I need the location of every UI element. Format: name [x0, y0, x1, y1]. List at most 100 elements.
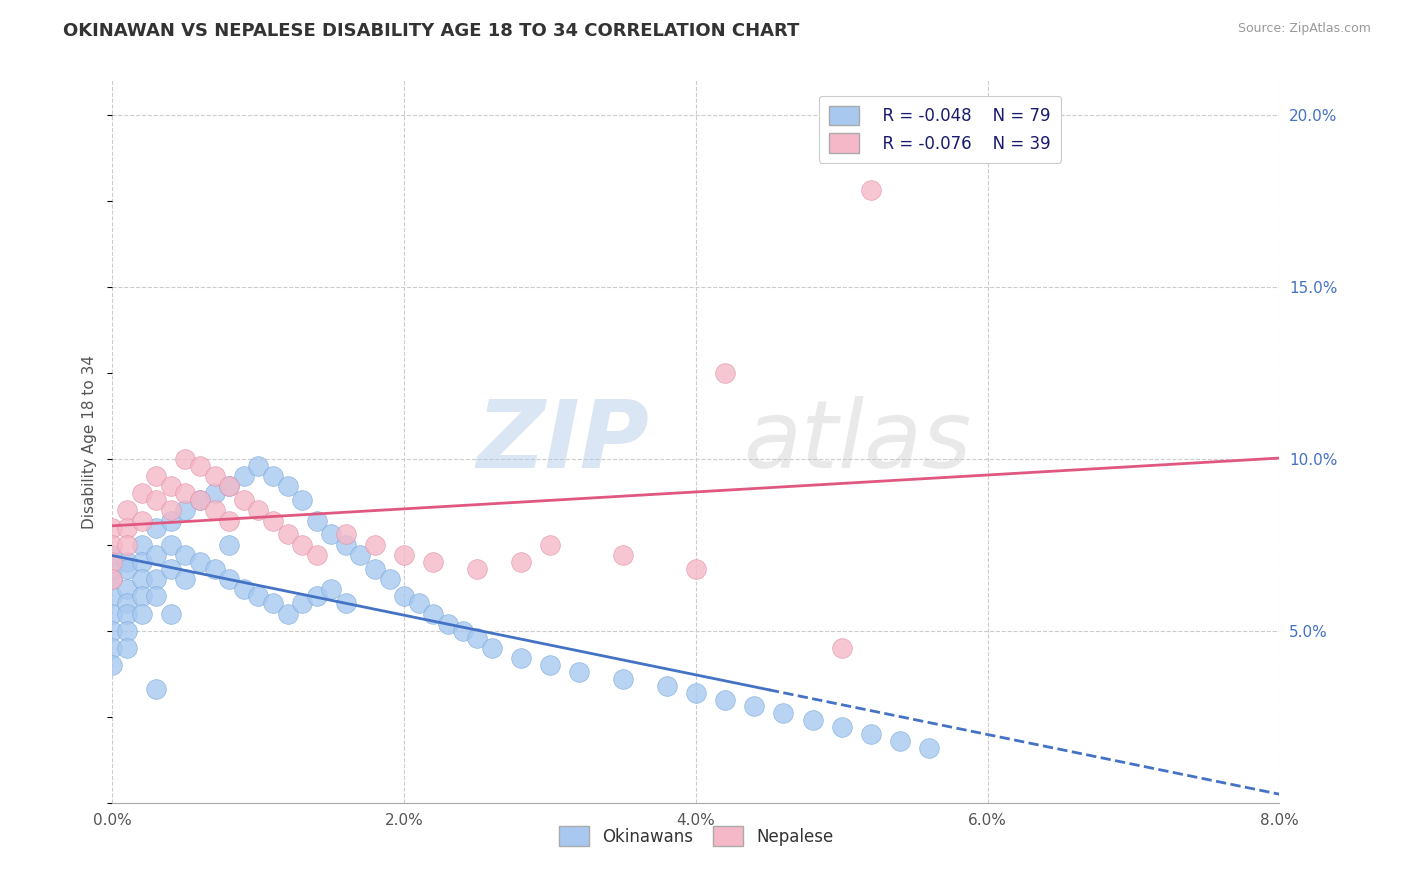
Point	[115, 624, 138, 638]
Point	[349, 548, 371, 562]
Point	[115, 607, 138, 621]
Point	[115, 562, 138, 576]
Point	[247, 503, 270, 517]
Point	[247, 458, 270, 473]
Point	[364, 562, 387, 576]
Point	[101, 640, 124, 655]
Point	[160, 514, 183, 528]
Point	[160, 503, 183, 517]
Text: Source: ZipAtlas.com: Source: ZipAtlas.com	[1237, 22, 1371, 36]
Point	[145, 520, 167, 534]
Point	[465, 562, 488, 576]
Point	[101, 590, 124, 604]
Point	[859, 183, 883, 197]
Point	[262, 514, 284, 528]
Point	[204, 486, 226, 500]
Point	[538, 538, 561, 552]
Point	[204, 469, 226, 483]
Point	[831, 720, 853, 734]
Point	[714, 692, 737, 706]
Point	[408, 596, 430, 610]
Point	[131, 572, 153, 586]
Point	[247, 590, 270, 604]
Point	[101, 572, 124, 586]
Point	[335, 538, 357, 552]
Point	[262, 469, 284, 483]
Point	[160, 607, 183, 621]
Point	[115, 596, 138, 610]
Text: ZIP: ZIP	[477, 395, 650, 488]
Point	[364, 538, 387, 552]
Text: atlas: atlas	[742, 396, 972, 487]
Point	[131, 486, 153, 500]
Legend: Okinawans, Nepalese: Okinawans, Nepalese	[551, 820, 841, 852]
Point	[742, 699, 765, 714]
Point	[422, 607, 444, 621]
Point	[509, 651, 531, 665]
Point	[174, 548, 197, 562]
Point	[276, 527, 298, 541]
Point	[145, 682, 167, 697]
Point	[612, 548, 634, 562]
Point	[218, 572, 240, 586]
Point	[115, 640, 138, 655]
Point	[437, 616, 460, 631]
Point	[218, 479, 240, 493]
Point	[232, 582, 254, 597]
Point	[115, 555, 138, 569]
Point	[831, 640, 853, 655]
Point	[394, 590, 416, 604]
Point	[188, 493, 211, 508]
Point	[394, 548, 416, 562]
Point	[218, 514, 240, 528]
Point	[481, 640, 503, 655]
Point	[568, 665, 591, 679]
Point	[131, 590, 153, 604]
Point	[101, 658, 124, 673]
Point	[276, 479, 298, 493]
Point	[262, 596, 284, 610]
Point	[321, 582, 343, 597]
Point	[451, 624, 474, 638]
Point	[174, 486, 197, 500]
Point	[291, 493, 314, 508]
Point	[218, 538, 240, 552]
Y-axis label: Disability Age 18 to 34: Disability Age 18 to 34	[82, 354, 97, 529]
Point	[335, 527, 357, 541]
Point	[101, 562, 124, 576]
Point	[145, 469, 167, 483]
Text: OKINAWAN VS NEPALESE DISABILITY AGE 18 TO 34 CORRELATION CHART: OKINAWAN VS NEPALESE DISABILITY AGE 18 T…	[63, 22, 800, 40]
Point	[509, 555, 531, 569]
Point	[889, 734, 911, 748]
Point	[160, 562, 183, 576]
Point	[115, 582, 138, 597]
Point	[101, 607, 124, 621]
Point	[131, 555, 153, 569]
Point	[859, 727, 883, 741]
Point	[801, 713, 824, 727]
Point	[218, 479, 240, 493]
Point	[101, 555, 124, 569]
Point	[335, 596, 357, 610]
Point	[188, 458, 211, 473]
Point	[101, 548, 124, 562]
Point	[131, 607, 153, 621]
Point	[101, 538, 124, 552]
Point	[291, 538, 314, 552]
Point	[115, 520, 138, 534]
Point	[538, 658, 561, 673]
Point	[232, 469, 254, 483]
Point	[145, 590, 167, 604]
Point	[160, 538, 183, 552]
Point	[685, 562, 707, 576]
Point	[145, 548, 167, 562]
Point	[612, 672, 634, 686]
Point	[188, 493, 211, 508]
Point	[204, 562, 226, 576]
Point	[422, 555, 444, 569]
Point	[291, 596, 314, 610]
Point	[232, 493, 254, 508]
Point	[204, 503, 226, 517]
Point	[772, 706, 794, 721]
Point	[655, 679, 678, 693]
